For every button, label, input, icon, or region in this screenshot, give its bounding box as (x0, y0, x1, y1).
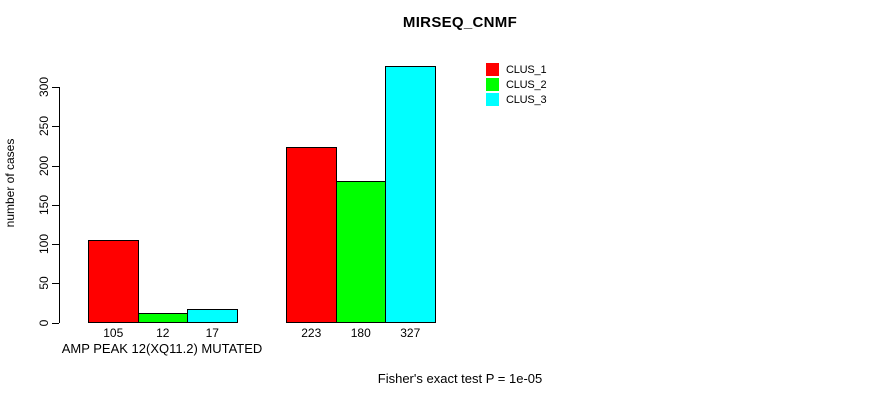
legend-label: CLUS_3 (506, 93, 547, 106)
chart-title: MIRSEQ_CNMF (402, 14, 518, 31)
bar-value-label: 17 (205, 326, 219, 340)
legend-item-clus_2: CLUS_2 (486, 77, 547, 92)
y-tick-label: 50 (37, 276, 51, 290)
y-axis-label: number of cases (3, 138, 17, 228)
legend-item-clus_3: CLUS_3 (486, 92, 547, 107)
y-tick-label: 250 (37, 116, 51, 137)
legend-label: CLUS_2 (506, 78, 547, 91)
stat-test-caption: Fisher's exact test P = 1e-05 (377, 371, 543, 386)
bar-value-label: 327 (400, 326, 421, 340)
bar-value-label: 223 (301, 326, 322, 340)
y-tick-mark (52, 283, 59, 285)
y-tick-mark (52, 126, 59, 128)
y-tick-mark (52, 204, 59, 206)
y-tick-label: 150 (37, 194, 51, 215)
bar-clus_2-group2 (335, 181, 386, 323)
legend-swatch-icon (486, 78, 499, 91)
bar-clus_3-group1 (187, 309, 238, 323)
y-tick-label: 300 (37, 76, 51, 98)
bar-clus_1-group1 (88, 240, 139, 323)
y-tick-label: 200 (37, 155, 51, 176)
bar-clus_2-group1 (137, 313, 188, 323)
bar-value-label: 105 (103, 326, 124, 340)
bar-clus_3-group2 (385, 65, 436, 323)
y-tick-label: 0 (37, 319, 51, 326)
y-tick-mark (52, 87, 59, 88)
legend-label: CLUS_1 (506, 63, 547, 76)
bar-value-label: 12 (156, 326, 170, 340)
y-tick-mark (52, 322, 59, 324)
y-tick-label: 100 (37, 233, 51, 255)
legend-swatch-icon (486, 93, 499, 106)
y-tick-mark (52, 165, 59, 167)
legend-item-clus_1: CLUS_1 (486, 62, 547, 77)
y-tick-mark (52, 244, 59, 245)
bar-clus_1-group2 (286, 147, 337, 323)
y-axis-line (59, 87, 60, 323)
legend-swatch-icon (486, 63, 499, 76)
legend: CLUS_1 CLUS_2 CLUS_3 (486, 62, 547, 107)
x-group-label: AMP PEAK 12(XQ11.2) MUTATED (61, 341, 263, 356)
bar-value-label: 180 (350, 326, 371, 340)
